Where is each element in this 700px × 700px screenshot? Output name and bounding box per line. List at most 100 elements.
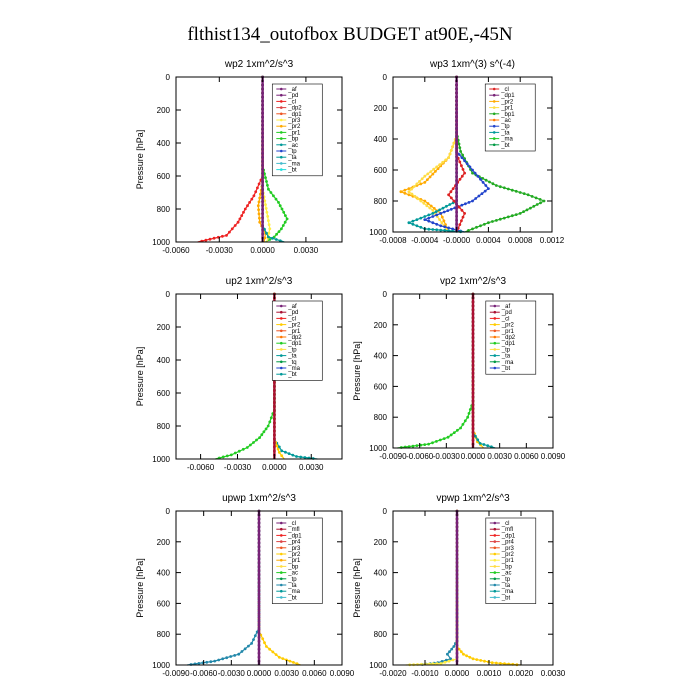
data-point — [208, 237, 212, 241]
data-point — [455, 533, 459, 537]
y-tick-label: 800 — [157, 422, 171, 431]
data-point — [494, 184, 498, 187]
data-point — [266, 215, 270, 218]
x-tick-label: 0.0000 — [445, 669, 470, 678]
y-tick-label: 1000 — [369, 228, 387, 237]
data-point — [475, 658, 479, 661]
legend: _af_pd_cl_dp2_dp1_pr3_pr2_pr1_bp_ac_tp_t… — [271, 83, 323, 177]
data-point — [455, 651, 459, 655]
legend-marker — [492, 118, 496, 122]
data-point — [471, 227, 474, 231]
data-point — [455, 127, 458, 131]
data-point — [455, 182, 458, 186]
data-point — [451, 187, 455, 191]
data-point — [471, 657, 475, 661]
data-point — [257, 208, 260, 212]
data-point — [452, 199, 456, 203]
series_cl — [455, 509, 459, 665]
legend-marker — [279, 143, 283, 147]
data-point — [257, 636, 261, 639]
data-point — [265, 210, 269, 214]
data-point — [542, 199, 546, 203]
data-point — [423, 199, 427, 203]
data-point — [459, 150, 462, 153]
x-tick-label: -0.0010 — [411, 669, 439, 678]
data-point — [479, 659, 483, 662]
data-point — [506, 215, 510, 219]
data-point — [448, 152, 452, 156]
data-point — [471, 434, 475, 438]
y-tick-label: 200 — [157, 106, 171, 115]
y-tick-label: 0 — [166, 73, 171, 82]
data-point — [464, 202, 467, 206]
data-point — [273, 405, 276, 409]
legend-marker — [493, 565, 497, 568]
data-point — [455, 628, 459, 631]
data-point — [494, 661, 498, 665]
series_cl — [257, 509, 261, 665]
data-point — [455, 529, 459, 533]
data-point — [407, 221, 411, 225]
legend-marker — [279, 106, 283, 109]
data-point — [257, 580, 261, 584]
data-point — [522, 210, 525, 214]
data-point — [460, 203, 464, 207]
data-point — [526, 193, 530, 197]
y-axis-label: Pressure [hPa] — [352, 558, 362, 618]
legend-marker — [493, 583, 497, 587]
data-point — [435, 228, 439, 232]
data-point — [455, 147, 458, 150]
legend-entry: _tp — [287, 577, 297, 583]
data-point — [416, 197, 420, 201]
data-point — [221, 234, 224, 238]
data-point — [257, 212, 261, 216]
data-point — [455, 186, 458, 190]
x-tick-label: 0.0030 — [299, 463, 324, 472]
data-point — [483, 222, 486, 226]
legend-marker — [493, 348, 497, 351]
data-point — [495, 219, 498, 222]
data-point — [257, 596, 261, 600]
legend-entry: _dp2 — [501, 335, 516, 341]
data-point — [491, 220, 494, 223]
x-tick-label: 0.0030 — [274, 669, 299, 678]
legend-entry: _ma — [501, 589, 514, 595]
data-point — [471, 336, 475, 339]
data-point — [457, 647, 461, 651]
data-point — [468, 165, 472, 169]
legend-entry: _ta — [287, 583, 297, 589]
legend-marker — [279, 348, 283, 351]
panel-title: wp2 1xm^2/s^3 — [224, 59, 294, 70]
legend-entry: _cl — [287, 521, 296, 527]
y-tick-label: 600 — [374, 166, 388, 175]
legend-marker — [492, 100, 496, 103]
data-point — [474, 434, 477, 438]
series_ta — [187, 509, 261, 666]
data-point — [471, 363, 475, 367]
data-point — [273, 385, 276, 388]
data-point — [471, 383, 475, 387]
y-tick-label: 800 — [157, 205, 171, 214]
data-point — [422, 201, 426, 205]
legend-marker — [492, 143, 496, 147]
data-point — [419, 199, 423, 203]
y-tick-label: 600 — [374, 599, 388, 608]
y-tick-label: 1000 — [369, 661, 387, 670]
series-line — [418, 511, 458, 666]
data-point — [273, 433, 276, 437]
data-point — [471, 411, 475, 414]
data-point — [455, 123, 458, 127]
data-point — [439, 224, 443, 228]
data-point — [487, 187, 490, 191]
y-tick-label: 800 — [374, 413, 388, 422]
data-point — [415, 218, 419, 222]
data-point — [213, 659, 217, 663]
data-point — [455, 115, 458, 119]
legend-marker — [279, 168, 283, 171]
data-point — [458, 160, 462, 164]
legend-entry: _af — [287, 304, 297, 310]
data-point — [455, 624, 459, 627]
data-point — [474, 197, 478, 200]
data-point — [529, 206, 532, 210]
data-point — [273, 417, 276, 421]
